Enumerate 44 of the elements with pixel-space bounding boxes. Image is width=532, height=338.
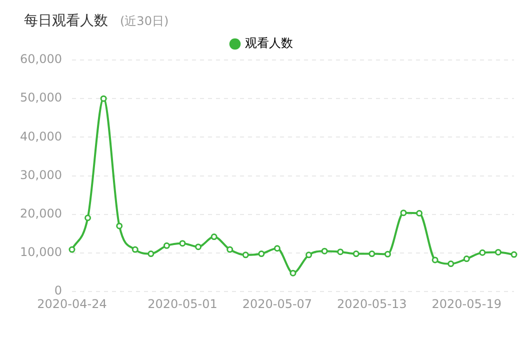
point (179, 240, 186, 247)
legend-label: 观看人数 (245, 36, 293, 50)
point (290, 270, 296, 276)
point (416, 210, 423, 216)
x-tick-label: 2020-05-07 (242, 296, 312, 311)
point (479, 249, 486, 256)
point (274, 245, 280, 252)
point (306, 252, 312, 258)
y-tick-label: 10,000 (20, 245, 62, 260)
point (195, 244, 202, 250)
y-tick-label: 20,000 (20, 206, 62, 221)
x-tick-label: 2020-05-13 (337, 296, 407, 311)
point (510, 251, 518, 258)
point (242, 252, 249, 258)
point (463, 256, 470, 262)
y-tick-label: 30,000 (20, 168, 62, 182)
y-tick-label: 0 (54, 284, 62, 298)
point (400, 210, 407, 216)
point (448, 260, 454, 268)
point (163, 242, 170, 249)
point (432, 256, 438, 264)
chart-subtitle: (近30日) (120, 13, 169, 30)
chart-title: 每日观看人数 (24, 12, 108, 30)
point (352, 250, 360, 258)
point (337, 248, 344, 256)
point (148, 250, 154, 258)
point (68, 246, 76, 253)
point (116, 222, 123, 230)
y-tick-label: 50,000 (20, 90, 62, 105)
point (84, 214, 92, 222)
point (100, 95, 107, 102)
point (494, 248, 502, 256)
x-tick-label: 2020-05-19 (432, 296, 502, 311)
point (226, 246, 234, 253)
y-tick-label: 60,000 (20, 52, 62, 66)
point (132, 246, 138, 253)
point (368, 250, 376, 258)
x-tick-label: 2020-05-01 (148, 296, 218, 311)
x-tick-label: 2020-04-24 (37, 296, 107, 311)
point (321, 248, 328, 254)
point (258, 250, 265, 258)
point (210, 234, 218, 240)
y-tick-label: 40,000 (20, 129, 62, 144)
point (384, 250, 391, 258)
